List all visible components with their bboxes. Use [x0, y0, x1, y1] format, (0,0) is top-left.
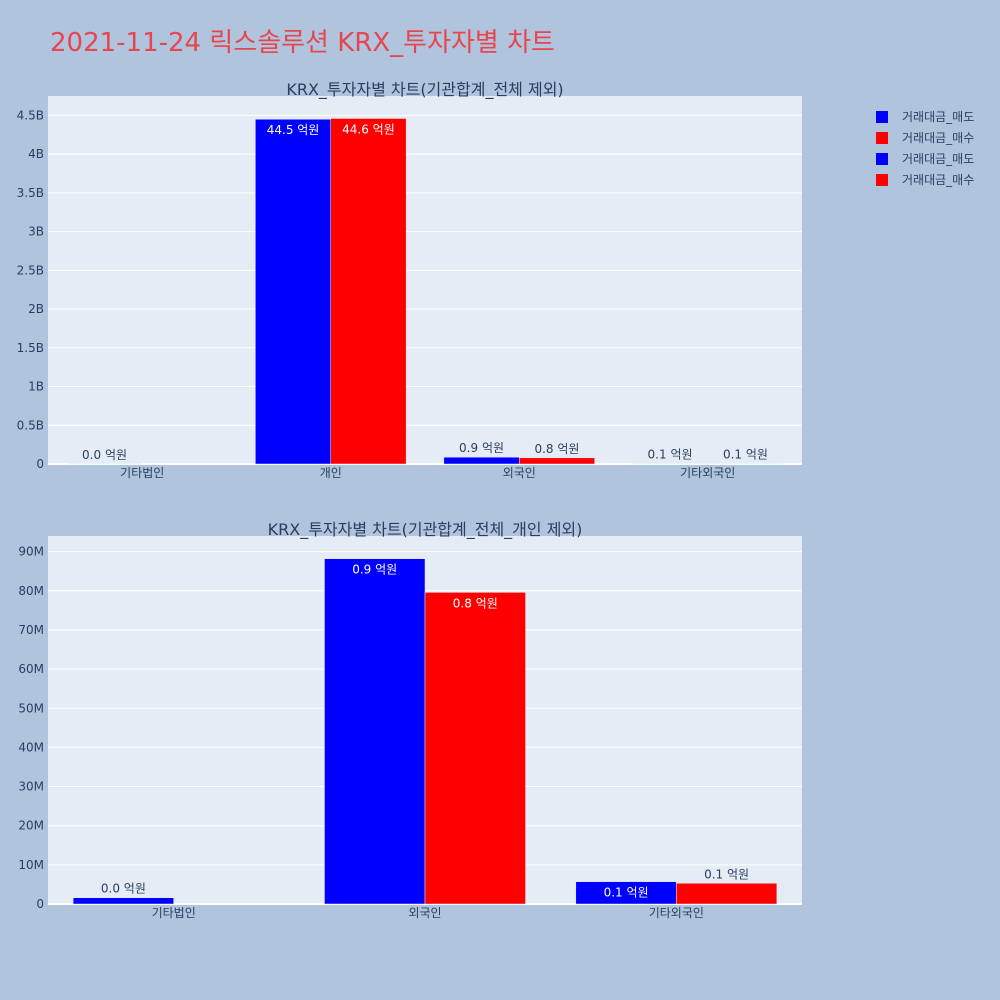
y-tick-label: 3B [28, 225, 44, 239]
legend-item[interactable]: 거래대금_매수 [876, 169, 974, 190]
y-tick-label: 2B [28, 302, 44, 316]
legend-label: 거래대금_매수 [902, 131, 975, 145]
y-tick-label: 0 [36, 457, 44, 471]
x-tick-label: 기타외국인 [680, 466, 735, 480]
y-tick-label: 1.5B [17, 341, 44, 355]
y-tick-label: 10M [18, 858, 44, 872]
data-label: 0.9 억원 [459, 441, 504, 455]
y-tick-label: 4.5B [17, 108, 44, 122]
legend-label: 거래대금_매도 [902, 110, 975, 124]
legend-swatch-sell [876, 152, 888, 165]
y-tick-label: 80M [18, 584, 44, 598]
data-label: 44.6 억원 [342, 122, 395, 136]
plot-area [48, 96, 802, 464]
legend-swatch-buy [876, 173, 888, 186]
page-title: 2021-11-24 릭스솔루션 KRX_투자자별 차트 [50, 28, 555, 58]
legend: 거래대금_매도 거래대금_매수 거래대금_매도 거래대금_매수 [876, 106, 974, 190]
bar [424, 592, 526, 905]
x-tick-label: 개인 [320, 466, 342, 480]
legend-swatch-buy [876, 131, 888, 144]
chart-title: KRX_투자자별 차트(기관합계_전체_개인 제외) [268, 520, 583, 540]
legend-item[interactable]: 거래대금_매수 [876, 127, 974, 148]
y-tick-label: 30M [18, 780, 44, 794]
chart-title: KRX_투자자별 차트(기관합계_전체 제외) [286, 80, 563, 100]
x-tick-label: 기타법인 [152, 906, 196, 920]
bar [443, 456, 520, 465]
bar [676, 883, 778, 905]
bar [519, 457, 595, 465]
data-label: 0.9 억원 [352, 563, 397, 577]
y-tick-label: 60M [18, 662, 44, 676]
y-tick-label: 50M [18, 701, 44, 715]
data-label: 0.0 억원 [82, 448, 127, 462]
legend-swatch-sell [876, 110, 888, 123]
y-tick-label: 2.5B [17, 263, 44, 277]
data-label: 0.8 억원 [453, 596, 498, 610]
y-tick-label: 3.5B [17, 186, 44, 200]
y-tick-label: 90M [18, 545, 44, 559]
legend-label: 거래대금_매도 [902, 152, 975, 166]
data-label: 0.1 억원 [704, 867, 749, 881]
x-tick-label: 외국인 [503, 466, 536, 480]
y-tick-label: 20M [18, 819, 44, 833]
legend-item[interactable]: 거래대금_매도 [876, 148, 974, 169]
bar [72, 897, 174, 905]
data-label: 0.8 억원 [534, 442, 579, 456]
data-label: 0.0 억원 [101, 882, 146, 896]
x-tick-label: 외국인 [408, 906, 441, 920]
y-tick-label: 40M [18, 740, 44, 754]
data-label: 0.1 억원 [604, 886, 649, 900]
bar [255, 118, 332, 465]
bar [324, 558, 426, 905]
y-tick-label: 1B [28, 380, 44, 394]
x-tick-label: 기타외국인 [649, 906, 704, 920]
y-tick-label: 4B [28, 147, 44, 161]
data-label: 44.5 억원 [267, 123, 320, 137]
legend-label: 거래대금_매수 [902, 173, 975, 187]
y-tick-label: 0.5B [17, 418, 44, 432]
y-tick-label: 70M [18, 623, 44, 637]
data-label: 0.1 억원 [648, 448, 693, 462]
bar [330, 118, 407, 465]
y-tick-label: 0 [36, 897, 44, 911]
x-tick-label: 기타법인 [120, 466, 164, 480]
legend-item[interactable]: 거래대금_매도 [876, 106, 974, 127]
data-label: 0.1 억원 [723, 448, 768, 462]
